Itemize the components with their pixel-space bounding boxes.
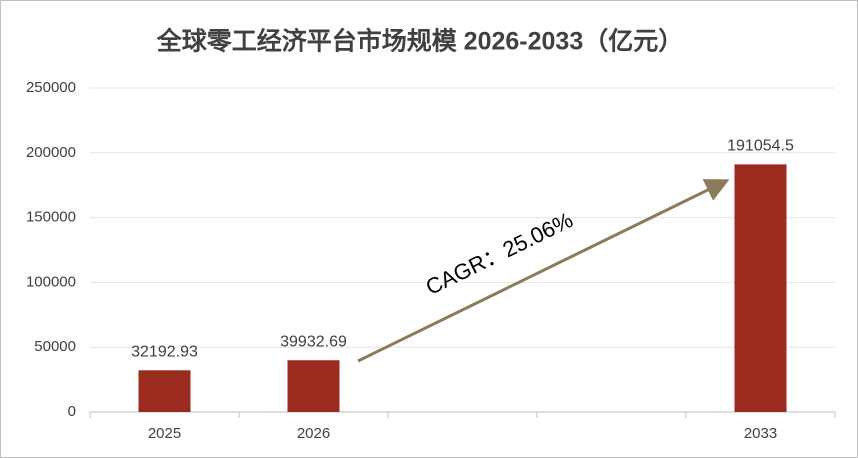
chart-title: 全球零工经济平台市场规模 2026-2033（亿元）	[156, 27, 684, 56]
y-tick-label: 50000	[34, 338, 76, 355]
y-tick-label: 200000	[26, 144, 76, 161]
bar	[287, 360, 340, 412]
x-tick-label: 2033	[744, 425, 777, 442]
y-tick-label: 100000	[26, 273, 76, 290]
bar	[138, 370, 191, 412]
y-tick-label: 250000	[26, 79, 76, 96]
x-tick-label: 2026	[297, 425, 330, 442]
y-tick-label: 150000	[26, 209, 76, 226]
value-label: 39932.69	[280, 333, 347, 350]
cagr-arrow	[357, 179, 730, 363]
x-tick-label: 2025	[148, 425, 181, 442]
bar	[734, 164, 787, 412]
y-tick-label: 0	[68, 403, 76, 420]
value-label: 32192.93	[131, 343, 198, 360]
value-label: 191054.5	[727, 138, 794, 155]
